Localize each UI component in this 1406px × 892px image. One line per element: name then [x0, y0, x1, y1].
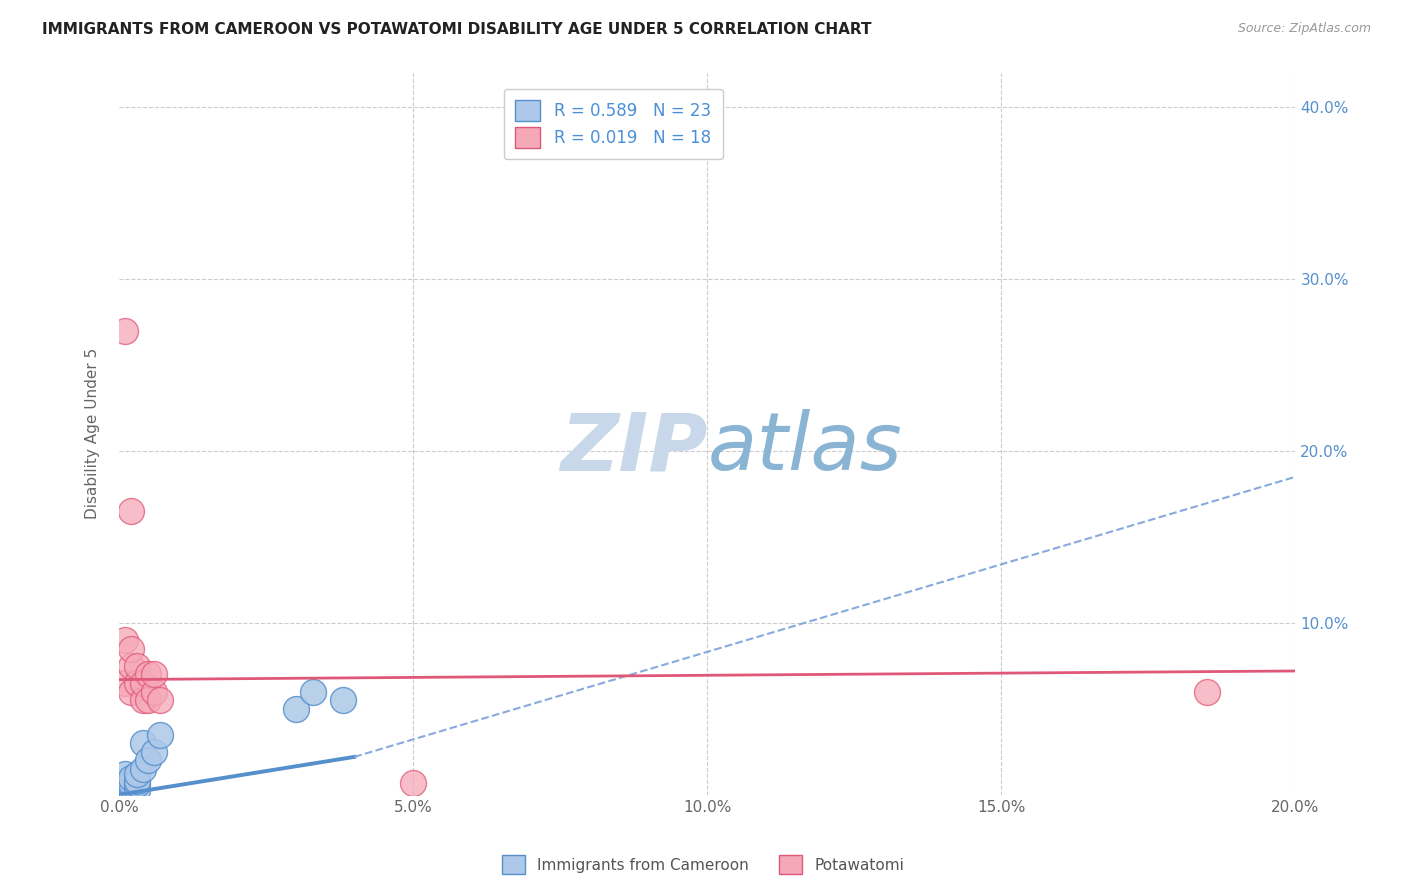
Point: [114, 780, 136, 795]
Point: [114, 633, 136, 648]
Point: [143, 745, 166, 759]
Text: IMMIGRANTS FROM CAMEROON VS POTAWATOMI DISABILITY AGE UNDER 5 CORRELATION CHART: IMMIGRANTS FROM CAMEROON VS POTAWATOMI D…: [42, 22, 872, 37]
Point: [131, 676, 153, 690]
Point: [111, 784, 134, 798]
Point: [138, 693, 160, 707]
Point: [125, 658, 148, 673]
Point: [120, 784, 142, 798]
Point: [284, 702, 307, 716]
Point: [143, 667, 166, 681]
Y-axis label: Disability Age Under 5: Disability Age Under 5: [86, 348, 100, 519]
Point: [125, 767, 148, 781]
Point: [125, 676, 148, 690]
Legend: R = 0.589   N = 23, R = 0.019   N = 18: R = 0.589 N = 23, R = 0.019 N = 18: [503, 88, 723, 159]
Point: [120, 641, 142, 656]
Text: Source: ZipAtlas.com: Source: ZipAtlas.com: [1237, 22, 1371, 36]
Point: [114, 784, 136, 798]
Point: [114, 676, 136, 690]
Point: [125, 774, 148, 789]
Point: [149, 693, 172, 707]
Point: [302, 684, 325, 698]
Point: [138, 753, 160, 767]
Point: [114, 779, 136, 793]
Point: [120, 775, 142, 789]
Point: [402, 775, 425, 789]
Point: [114, 767, 136, 781]
Point: [120, 504, 142, 518]
Point: [149, 727, 172, 741]
Point: [114, 324, 136, 338]
Point: [120, 684, 142, 698]
Point: [138, 667, 160, 681]
Legend: Immigrants from Cameroon, Potawatomi: Immigrants from Cameroon, Potawatomi: [496, 849, 910, 880]
Text: ZIP: ZIP: [560, 409, 707, 487]
Point: [131, 693, 153, 707]
Point: [120, 658, 142, 673]
Point: [143, 684, 166, 698]
Point: [114, 774, 136, 789]
Text: atlas: atlas: [707, 409, 903, 487]
Point: [131, 736, 153, 750]
Point: [125, 777, 148, 791]
Point: [1197, 684, 1219, 698]
Point: [120, 779, 142, 793]
Point: [131, 762, 153, 776]
Point: [332, 693, 354, 707]
Point: [120, 782, 142, 797]
Point: [120, 771, 142, 785]
Point: [125, 782, 148, 797]
